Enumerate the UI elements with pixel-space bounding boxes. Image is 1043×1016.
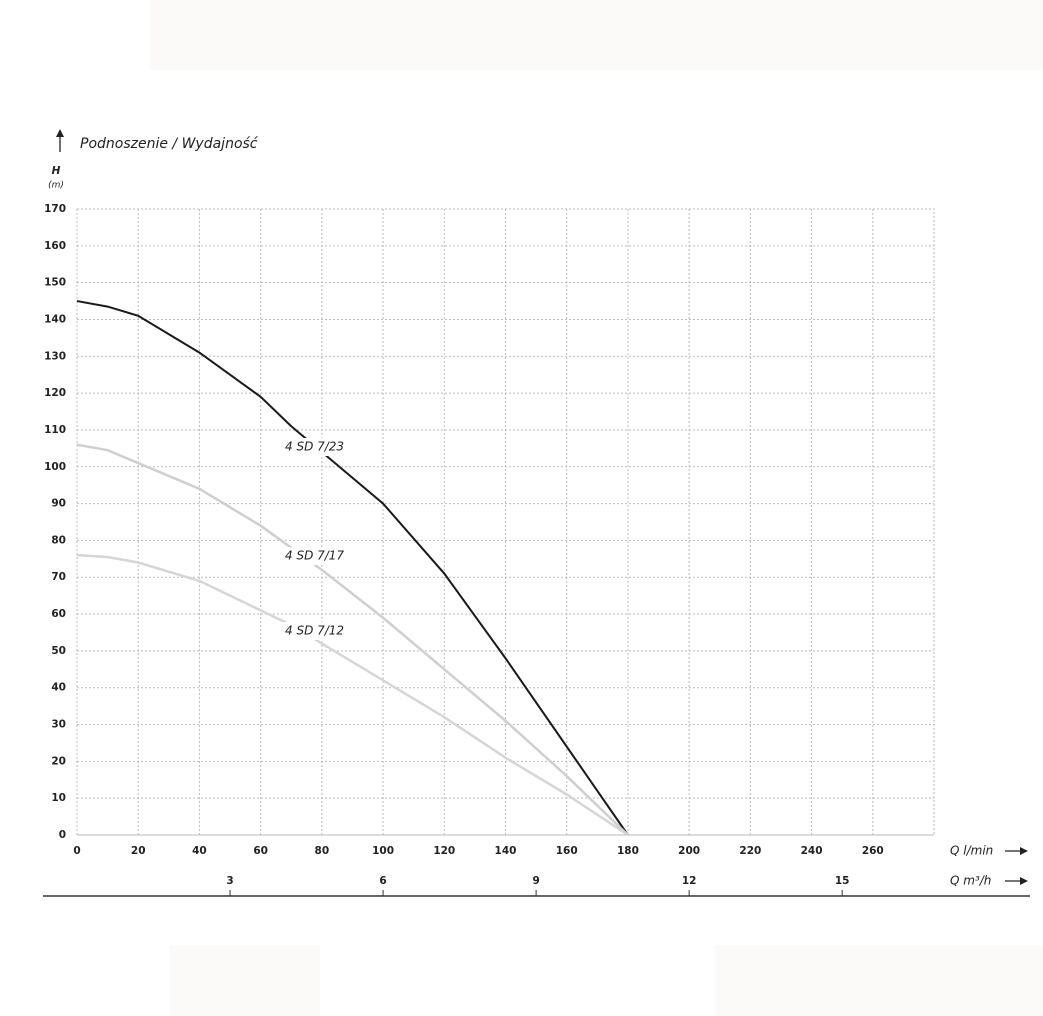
curve-label: 4 SD 7/17 — [285, 549, 344, 563]
x-tick-label: 60 — [253, 845, 268, 857]
x-tick-label: 200 — [678, 845, 700, 857]
x2-tick-label: 9 — [532, 875, 539, 887]
y-tick-label: 70 — [51, 571, 66, 583]
curve-label-bg — [282, 547, 344, 565]
curve-label: 4 SD 7/23 — [285, 440, 344, 454]
arrow-head — [1020, 877, 1028, 885]
x-axis-label: Q l/min — [950, 844, 993, 858]
y-axis-unit: (m) — [48, 181, 64, 191]
y-tick-label: 30 — [51, 719, 66, 731]
y-tick-label: 60 — [51, 608, 66, 620]
x-tick-label: 80 — [315, 845, 330, 857]
x2-tick-label: 12 — [682, 875, 697, 887]
x-tick-label: 100 — [372, 845, 394, 857]
y-tick-label: 90 — [51, 498, 66, 510]
x-tick-label: 220 — [739, 845, 761, 857]
y-tick-label: 120 — [44, 387, 66, 399]
x-tick-label: 160 — [556, 845, 578, 857]
curve-label-bg — [282, 622, 344, 640]
y-tick-label: 20 — [51, 755, 66, 767]
curve-label: 4 SD 7/12 — [285, 624, 344, 638]
x2-tick-label: 6 — [379, 875, 386, 887]
y-tick-label: 140 — [44, 313, 66, 325]
curve — [76, 553, 629, 837]
y-tick-label: 170 — [44, 203, 66, 215]
y-tick-label: 150 — [44, 277, 66, 289]
y-tick-label: 110 — [44, 424, 66, 436]
curve-label-bg — [282, 438, 344, 456]
x2-tick-label: 15 — [835, 875, 850, 887]
y-axis-label: H — [52, 165, 61, 177]
x-tick-label: 0 — [73, 845, 80, 857]
x2-tick-label: 3 — [226, 875, 233, 887]
y-tick-label: 50 — [51, 645, 66, 657]
arrow-head — [1020, 847, 1028, 855]
x-tick-label: 240 — [801, 845, 823, 857]
y-tick-label: 130 — [44, 350, 66, 362]
x-tick-label: 20 — [131, 845, 146, 857]
arrow-head — [56, 129, 64, 137]
y-tick-label: 10 — [51, 792, 66, 804]
y-tick-label: 100 — [44, 461, 66, 473]
background-band — [715, 945, 1043, 1016]
chart-title: Podnoszenie / Wydajność — [80, 136, 259, 152]
x-tick-label: 120 — [433, 845, 455, 857]
y-tick-label: 0 — [59, 829, 66, 841]
background-band — [150, 0, 1043, 70]
x2-axis-label: Q m³/h — [950, 874, 991, 888]
x-tick-label: 140 — [495, 845, 517, 857]
x-tick-label: 180 — [617, 845, 639, 857]
y-tick-label: 160 — [44, 240, 66, 252]
x-tick-label: 260 — [862, 845, 884, 857]
y-tick-label: 40 — [51, 682, 66, 694]
y-tick-label: 80 — [51, 534, 66, 546]
x-tick-label: 40 — [192, 845, 207, 857]
background-band — [170, 945, 320, 1016]
